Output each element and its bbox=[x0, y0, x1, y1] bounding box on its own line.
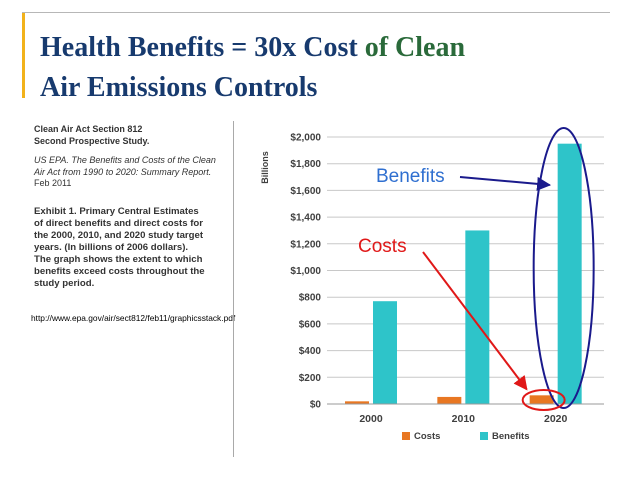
legend-swatch bbox=[402, 432, 410, 440]
benefit-bar bbox=[465, 230, 490, 404]
exhibit-line: benefits exceed costs throughout the bbox=[34, 265, 205, 277]
costs-label: Costs bbox=[358, 236, 407, 257]
costs-circle bbox=[521, 389, 566, 411]
cost-bar bbox=[437, 396, 462, 404]
title-line2: Air Emissions Controls bbox=[40, 72, 318, 103]
y-tick-label: $1,400 bbox=[290, 213, 321, 224]
chart-frame: $0 $200 $400 $600 $800 $1,000 $1,200 $1,400 $1,6… bbox=[233, 121, 606, 457]
source-url[interactable]: http://www.epa.gov/air/sect812/feb11/gra… bbox=[31, 313, 236, 323]
exhibit-line: study period. bbox=[34, 277, 95, 289]
cost-bar bbox=[345, 401, 369, 404]
benefits-arrow bbox=[459, 176, 552, 191]
exhibit-line: The graph shows the extent to which bbox=[34, 253, 203, 265]
title-part1: Health Benefits = 30x Cost bbox=[40, 32, 358, 63]
study-heading-line2: Second Prospective Study. bbox=[34, 135, 150, 146]
legend-swatch bbox=[480, 432, 488, 440]
x-tick-label: 2000 bbox=[359, 413, 383, 425]
y-tick-label: $200 bbox=[299, 373, 322, 384]
exhibit-line: years. (In billions of 2006 dollars). bbox=[34, 241, 189, 253]
title-part2: of Clean bbox=[357, 32, 466, 63]
y-tick-label: $400 bbox=[299, 346, 322, 357]
exhibit-line: Exhibit 1. Primary Central Estimates bbox=[34, 205, 199, 217]
y-tick-label: $0 bbox=[310, 400, 322, 411]
y-axis-label: Billions bbox=[260, 151, 270, 184]
reference-line3: Feb 2011 bbox=[34, 178, 72, 188]
legend-label: Costs bbox=[414, 431, 440, 442]
x-tick-label: 2010 bbox=[452, 413, 476, 425]
reference-line1: US EPA. The Benefits and Costs of the Cl… bbox=[34, 155, 216, 165]
benefits-label: Benefits bbox=[376, 166, 445, 187]
y-tick-label: $1,800 bbox=[290, 159, 321, 170]
y-tick-label: $2,000 bbox=[290, 133, 321, 144]
legend-label: Benefits bbox=[492, 431, 529, 442]
slide-title: Health Benefits = 30x Cost of Clean Air … bbox=[40, 28, 620, 108]
bar-chart: $0 $200 $400 $600 $800 $1,000 $1,200 $1,400 $1,6… bbox=[260, 127, 604, 442]
x-tick-label: 2020 bbox=[544, 413, 568, 425]
y-tick-label: $600 bbox=[299, 319, 322, 330]
study-heading-line1: Clean Air Act Section 812 bbox=[34, 124, 143, 134]
cost-bar bbox=[529, 395, 554, 404]
benefit-bar bbox=[557, 143, 582, 405]
y-tick-label: $1,000 bbox=[290, 266, 321, 277]
y-tick-label: $1,600 bbox=[290, 186, 321, 197]
y-tick-label: $800 bbox=[299, 293, 322, 304]
study-description: Clean Air Act Section 812 Second Prospec… bbox=[34, 124, 234, 290]
exhibit-text: Exhibit 1. Primary Central Estimates of … bbox=[34, 206, 234, 290]
accent-bar bbox=[22, 12, 25, 98]
benefits-circle bbox=[532, 127, 595, 409]
exhibit-line: the 2000, 2010, and 2020 study target bbox=[34, 229, 204, 241]
benefit-bar bbox=[373, 301, 397, 404]
costs-arrow bbox=[422, 251, 528, 391]
exhibit-line: of direct benefits and direct costs for bbox=[34, 217, 203, 229]
y-tick-label: $1,200 bbox=[290, 239, 321, 250]
reference-line2: Air Act from 1990 to 2020: Summary Repor… bbox=[34, 166, 212, 177]
top-rule bbox=[22, 12, 610, 13]
